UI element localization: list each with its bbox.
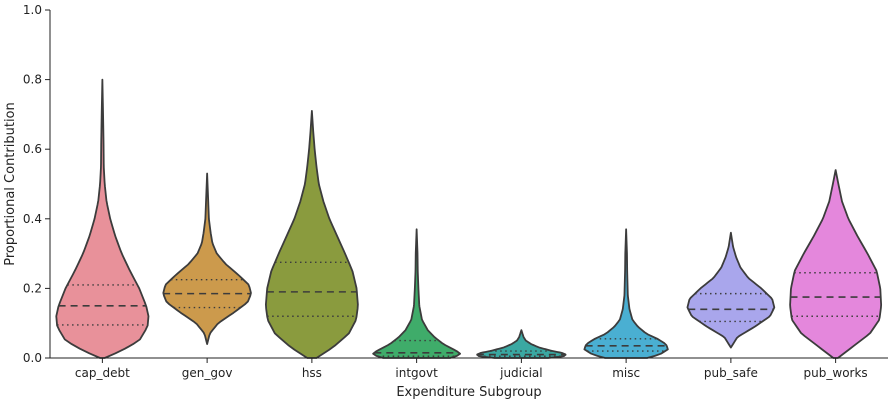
x-ticks-group: cap_debt gen_gov hss intgovt judicial misc pub… — [75, 358, 868, 380]
y-axis-title: Proportional Contribution — [3, 102, 18, 266]
violin-pub_safe — [686, 231, 776, 349]
y-tick-label: 0.6 — [23, 142, 42, 156]
violin-pub_works — [789, 169, 883, 359]
violin-cap_debt — [55, 78, 150, 359]
y-tick-label: 0.8 — [23, 73, 42, 87]
violin-body-pub_safe — [686, 231, 776, 349]
x-tick-label-hss: hss — [302, 366, 322, 380]
violin-body-pub_works — [789, 169, 883, 359]
violin-misc — [583, 228, 669, 359]
violin-body-misc — [583, 228, 669, 359]
x-tick-label-pub_safe: pub_safe — [704, 366, 758, 380]
violin-body-cap_debt — [55, 78, 150, 359]
axes-group — [49, 10, 888, 359]
violin-body-judicial — [476, 329, 567, 359]
x-tick-label-cap_debt: cap_debt — [75, 366, 130, 380]
violin-body-gen_gov — [162, 172, 252, 345]
violin-judicial — [476, 329, 567, 359]
violin-body-intgovt — [372, 228, 461, 359]
violin-gen_gov — [162, 172, 252, 345]
violins-group — [55, 78, 883, 359]
x-tick-label-judicial: judicial — [499, 366, 543, 380]
violin-intgovt — [372, 228, 461, 359]
y-tick-label: 0.4 — [23, 212, 42, 226]
y-ticks-group: 0.0 0.2 0.4 0.6 0.8 1.0 — [23, 3, 50, 365]
violin-hss — [264, 110, 359, 359]
x-tick-label-pub_works: pub_works — [804, 366, 868, 380]
x-tick-label-misc: misc — [612, 366, 640, 380]
y-tick-label: 0.2 — [23, 281, 42, 295]
violin-body-hss — [264, 110, 359, 359]
y-tick-label: 1.0 — [23, 3, 42, 17]
x-axis-title: Expenditure Subgroup — [396, 385, 541, 400]
x-tick-label-intgovt: intgovt — [395, 366, 438, 380]
x-tick-label-gen_gov: gen_gov — [182, 366, 233, 380]
y-tick-label: 0.0 — [23, 351, 42, 365]
